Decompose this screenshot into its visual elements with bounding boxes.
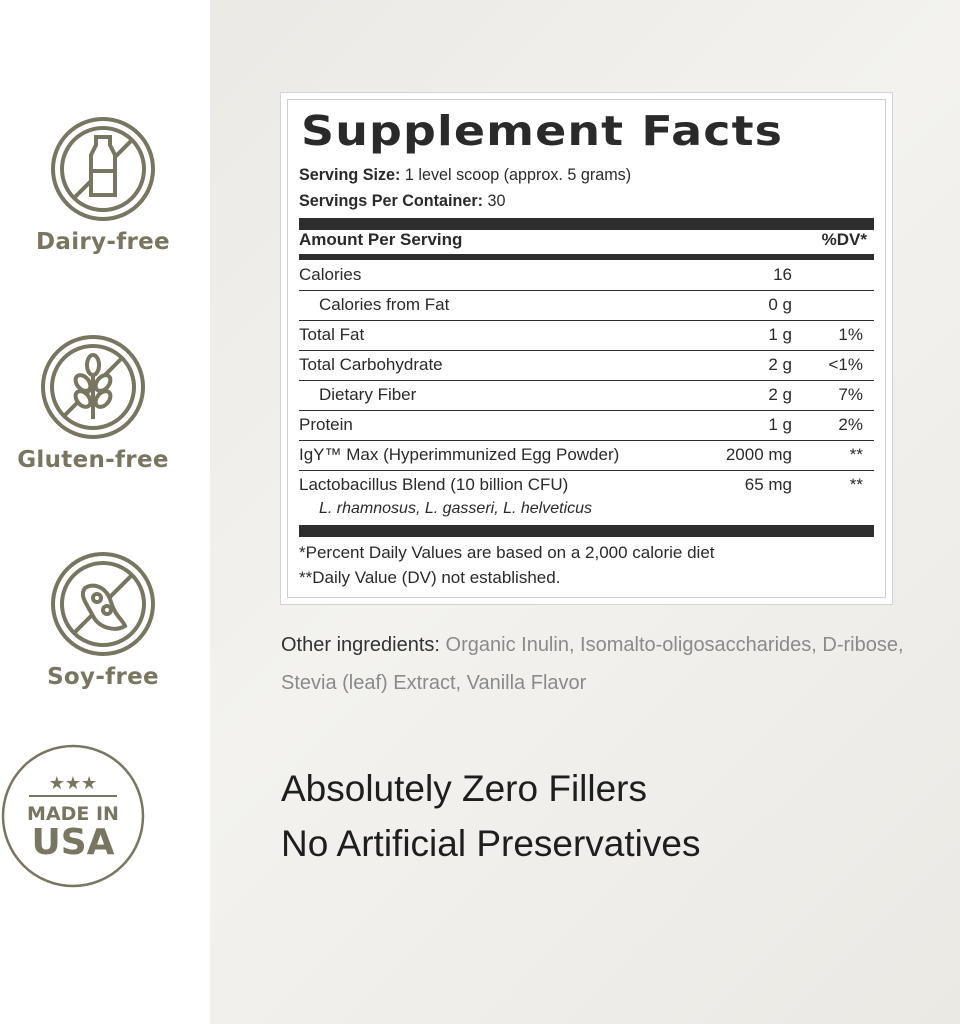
facts-row: Total Carbohydrate 2 g <1% <box>299 350 874 381</box>
nutrient-name: IgY™ Max (Hyperimmunized Egg Powder) <box>299 445 620 464</box>
nutrient-dv: 1% <box>838 325 863 344</box>
nutrient-amount: 2000 mg <box>725 445 792 464</box>
nutrient-name: Calories from Fat <box>319 295 450 314</box>
dv-header: %DV* <box>821 230 867 249</box>
facts-title: Supplement Facts <box>301 107 784 155</box>
facts-row: Lactobacillus Blend (10 billion CFU) 65 m… <box>299 470 874 530</box>
no-gluten-icon <box>41 335 145 439</box>
badge-soy-free: Soy-free <box>0 550 208 690</box>
facts-row: IgY™ Max (Hyperimmunized Egg Powder) 2000… <box>299 440 874 471</box>
blend-strains: L. rhamnosus, L. gasseri, L. helveticus <box>319 500 593 517</box>
serving-size: Serving Size: 1 level scoop (approx. 5 g… <box>299 165 631 185</box>
serving-size-label: Serving Size: <box>299 165 401 184</box>
nutrient-amount: 65 mg <box>744 475 792 494</box>
nutrient-amount: 2 g <box>768 385 792 404</box>
badge-label: Soy-free <box>47 664 159 690</box>
nutrient-amount: 0 g <box>768 295 792 314</box>
divider-medium <box>299 254 874 260</box>
no-dairy-icon <box>51 117 155 221</box>
nutrient-dv: 2% <box>838 415 863 434</box>
badge-gluten-free: Gluten-free <box>0 333 198 473</box>
facts-row: Protein 1 g 2% <box>299 410 874 441</box>
nutrient-name: Total Fat <box>299 325 365 344</box>
divider-thick <box>299 525 874 537</box>
badge-label: Dairy-free <box>36 229 170 255</box>
supplement-facts-panel: Supplement Facts Serving Size: 1 level s… <box>280 92 893 605</box>
facts-row: Calories 16 <box>299 260 874 291</box>
made-in-usa-icon: ★★★ MADE IN USA <box>1 744 145 888</box>
other-ingredients-text: Organic Inulin, Isomalto-oligosaccharide… <box>281 634 904 694</box>
no-soy-icon <box>51 552 155 656</box>
footnote-dv: *Percent Daily Values are based on a 2,0… <box>299 543 715 562</box>
nutrient-amount: 2 g <box>768 355 792 374</box>
badge-made-in-usa: ★★★ MADE IN USA <box>0 744 178 888</box>
amount-header: Amount Per Serving %DV* <box>299 230 867 250</box>
nutrient-name: Total Carbohydrate <box>299 355 443 374</box>
facts-row: Total Fat 1 g 1% <box>299 320 874 351</box>
servings-value: 30 <box>487 191 506 210</box>
footnote-not-established: **Daily Value (DV) not established. <box>299 568 561 587</box>
servings-per-container: Servings Per Container: 30 <box>299 191 505 211</box>
nutrient-name: Lactobacillus Blend (10 billion CFU) <box>299 475 569 494</box>
facts-row: Dietary Fiber 2 g 7% <box>299 380 874 411</box>
nutrient-dv: ** <box>849 445 863 464</box>
svg-text:★★★: ★★★ <box>49 773 97 794</box>
servings-label: Servings Per Container: <box>299 191 483 210</box>
facts-row: Calories from Fat 0 g <box>299 290 874 321</box>
divider-thick <box>299 218 874 230</box>
nutrient-dv: 7% <box>838 385 863 404</box>
nutrient-amount: 16 <box>773 265 792 284</box>
claim-zero-fillers: Absolutely Zero Fillers <box>281 768 648 809</box>
amount-per-serving: Amount Per Serving <box>299 230 463 249</box>
badge-dairy-free: Dairy-free <box>0 115 208 255</box>
other-ingredients: Other ingredients: Organic Inulin, Isoma… <box>281 626 921 702</box>
nutrient-dv: <1% <box>828 355 864 374</box>
nutrient-name: Protein <box>299 415 353 434</box>
nutrient-name: Dietary Fiber <box>319 385 417 404</box>
nutrient-name: Calories <box>299 265 362 284</box>
svg-text:MADE IN: MADE IN <box>27 803 119 825</box>
badge-panel: Dairy-free Gluten-free Soy-free ★★★ MAD <box>0 0 210 1024</box>
nutrient-amount: 1 g <box>768 325 792 344</box>
other-ingredients-label: Other ingredients: <box>281 634 440 656</box>
serving-size-value: 1 level scoop (approx. 5 grams) <box>404 165 632 184</box>
svg-text:USA: USA <box>31 822 114 863</box>
badge-label: Gluten-free <box>17 447 169 473</box>
nutrient-amount: 1 g <box>768 415 792 434</box>
facts-border <box>287 99 886 598</box>
nutrient-dv: ** <box>849 475 863 494</box>
claim-no-preservatives: No Artificial Preservatives <box>281 823 701 864</box>
